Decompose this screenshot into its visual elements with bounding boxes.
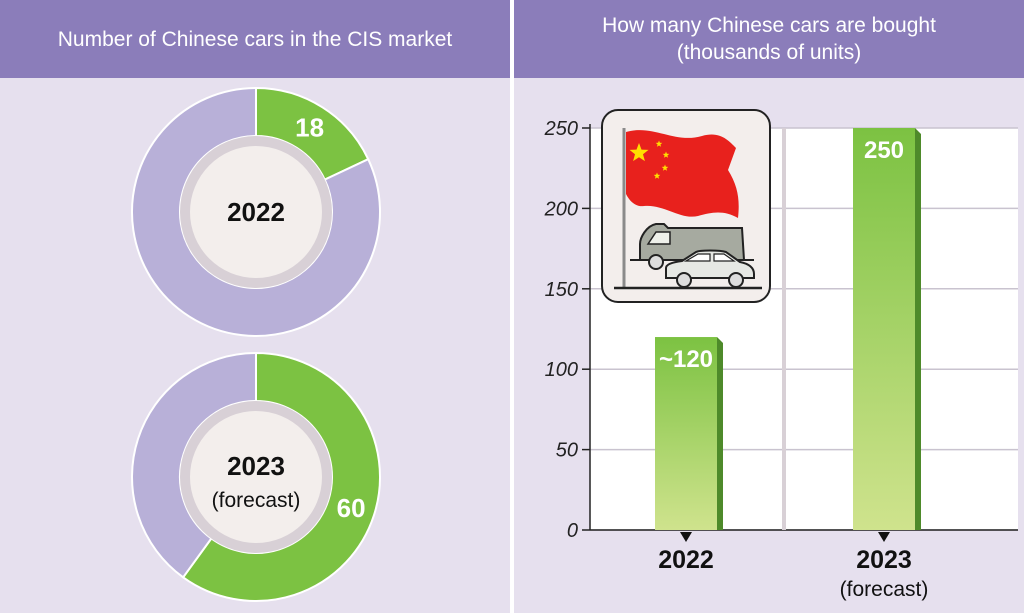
bar-2022: ~120 2022 bbox=[655, 337, 723, 574]
flag-star bbox=[653, 172, 661, 179]
flag-star bbox=[662, 151, 670, 158]
bar-2023: 250 2023 (forecast) bbox=[840, 128, 929, 601]
donut-charts: 18 2022 60 2023 (forecast) bbox=[131, 86, 381, 602]
donut-center bbox=[190, 411, 322, 543]
bar-chart: 0 50 100 150 200 250 ~120 2022 250 2023 (forecast) bbox=[544, 109, 1018, 601]
panel-divider bbox=[510, 0, 514, 613]
y-tick-label: 100 bbox=[545, 359, 578, 381]
slice-label: 18 bbox=[295, 113, 324, 143]
bar-side bbox=[717, 337, 723, 530]
y-tick-label: 250 bbox=[544, 118, 578, 140]
donut-center-sublabel: (forecast) bbox=[212, 489, 301, 512]
donut-2023: 60 2023 (forecast) bbox=[131, 351, 381, 602]
x-category-label: 2022 bbox=[658, 546, 714, 574]
bar-side bbox=[915, 128, 921, 530]
china-cars-illustration bbox=[601, 109, 771, 303]
car-window bbox=[713, 253, 736, 262]
chinese-flag-icon bbox=[622, 128, 739, 288]
donut-center bbox=[190, 146, 322, 278]
car-wheel bbox=[676, 272, 692, 288]
car-wheel bbox=[728, 272, 744, 288]
y-tick-label: 0 bbox=[567, 520, 578, 542]
flag-star bbox=[629, 143, 649, 162]
donut-center-label: 2022 bbox=[227, 197, 285, 227]
car-icon bbox=[665, 249, 755, 288]
car-window bbox=[683, 253, 711, 262]
right-header: How many Chinese cars are bought (thousa… bbox=[514, 0, 1024, 78]
bar-value-label: ~120 bbox=[659, 346, 713, 373]
flag-star bbox=[655, 140, 663, 147]
right-title-line2: (thousands of units) bbox=[676, 41, 862, 64]
donut-2022: 18 2022 bbox=[131, 86, 381, 337]
bar bbox=[853, 128, 915, 530]
flag-cloth bbox=[626, 130, 739, 218]
left-panel: Number of Chinese cars in the CIS market… bbox=[0, 0, 510, 613]
donut-center-label: 2023 bbox=[227, 451, 285, 481]
bar bbox=[655, 337, 717, 530]
category-divider bbox=[782, 128, 786, 530]
van-wheel bbox=[648, 254, 664, 270]
slice-label: 60 bbox=[337, 493, 366, 523]
car-body bbox=[665, 249, 755, 279]
y-tick-label: 150 bbox=[545, 279, 578, 301]
flag-star bbox=[661, 164, 669, 171]
van-window bbox=[646, 231, 671, 245]
category-marker bbox=[878, 532, 890, 542]
y-tick-label: 200 bbox=[544, 198, 578, 220]
y-tick-label: 50 bbox=[556, 440, 578, 462]
x-category-sublabel: (forecast) bbox=[840, 578, 929, 601]
left-header: Number of Chinese cars in the CIS market bbox=[0, 0, 510, 78]
category-marker bbox=[680, 532, 692, 542]
x-category-label: 2023 bbox=[856, 546, 912, 574]
right-title-line1: How many Chinese cars are bought bbox=[602, 14, 936, 37]
right-panel: How many Chinese cars are bought (thousa… bbox=[514, 0, 1024, 613]
left-title: Number of Chinese cars in the CIS market bbox=[57, 27, 453, 51]
bar-value-label: 250 bbox=[864, 137, 904, 164]
